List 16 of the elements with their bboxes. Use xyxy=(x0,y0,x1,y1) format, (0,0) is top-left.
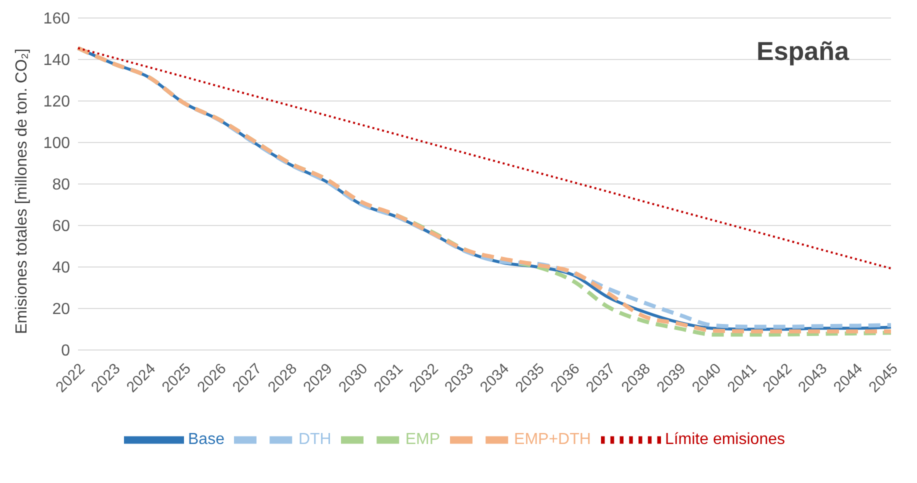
y-tick-label: 20 xyxy=(52,301,70,318)
text: España xyxy=(756,36,849,67)
legend-label: EMP xyxy=(405,431,440,448)
legend-label: Base xyxy=(188,431,224,448)
legend-label: Límite emisiones xyxy=(664,431,785,448)
y-axis-title: Emisiones totales [millones de ton. CO₂] xyxy=(14,48,31,334)
y-tick-label: 100 xyxy=(43,135,70,152)
y-tick-label: 0 xyxy=(61,342,70,360)
y-tick-label: 40 xyxy=(52,260,70,277)
y-tick-label: 160 xyxy=(43,10,70,28)
legend-label: DTH xyxy=(298,431,332,448)
legend-label: EMP+DTH xyxy=(514,431,591,448)
y-tick-label: 120 xyxy=(43,94,70,111)
y-tick-label: 80 xyxy=(52,176,70,194)
y-tick-label: 140 xyxy=(43,52,70,70)
y-tick-label: 60 xyxy=(52,218,70,236)
